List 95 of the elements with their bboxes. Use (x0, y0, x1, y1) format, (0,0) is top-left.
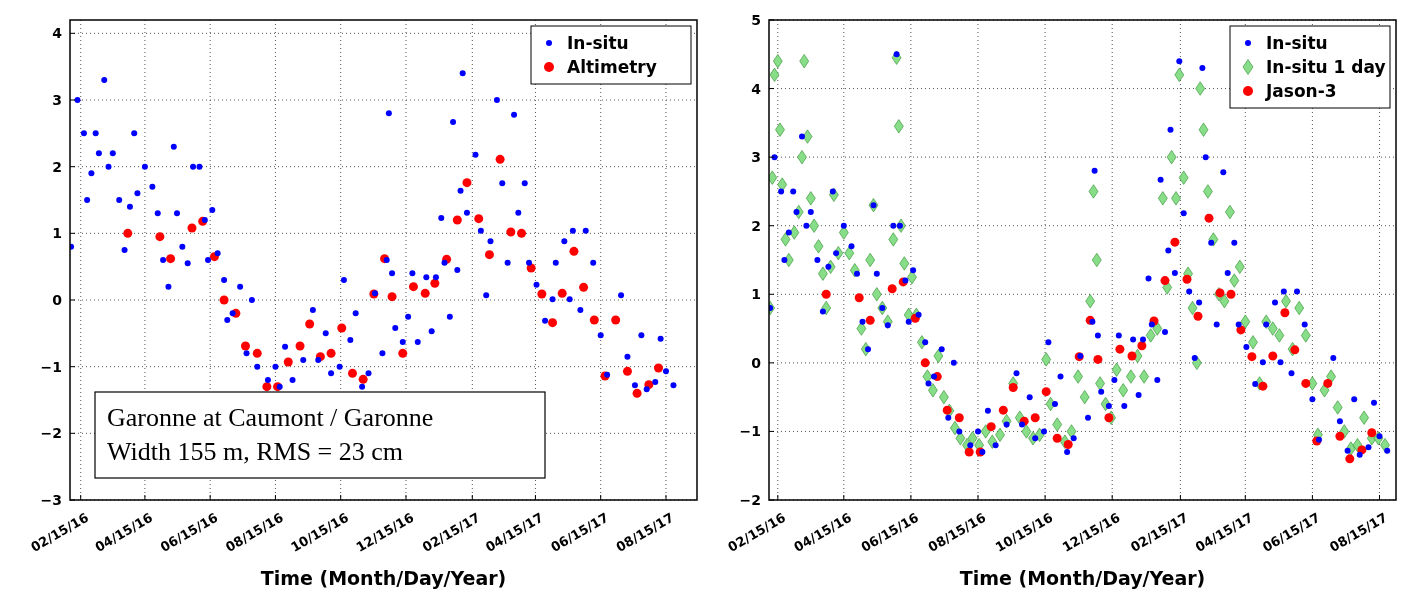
point (1127, 351, 1137, 361)
point (1204, 213, 1214, 223)
point (123, 228, 133, 238)
y-tick-label: 2 (751, 217, 761, 234)
point (1137, 341, 1147, 351)
point (954, 413, 964, 423)
y-tick-label: 2 (52, 158, 62, 175)
point (240, 341, 250, 351)
legend-label: In-situ (567, 33, 629, 53)
y-tick-label: 1 (52, 225, 62, 242)
legend-label: Jason-3 (1265, 81, 1337, 101)
point (1030, 413, 1040, 423)
point (964, 447, 974, 457)
point (462, 178, 472, 188)
point (166, 254, 176, 264)
point (1193, 311, 1203, 321)
point (589, 315, 599, 325)
point (1323, 378, 1333, 388)
point (537, 289, 547, 299)
point (1367, 428, 1377, 438)
point (252, 348, 262, 358)
x-axis-title: Time (Month/Day/Year) (260, 567, 507, 589)
point (821, 289, 831, 299)
point (506, 227, 516, 237)
y-tick-label: −2 (739, 492, 761, 508)
point (187, 223, 197, 233)
point (347, 368, 357, 378)
point (865, 315, 875, 325)
point (887, 284, 897, 294)
point (1052, 433, 1062, 443)
point (430, 278, 440, 288)
point (484, 250, 494, 260)
point (1041, 387, 1051, 397)
point (326, 348, 336, 358)
point (387, 292, 397, 302)
point (420, 288, 430, 298)
point (548, 318, 558, 328)
point (495, 154, 505, 164)
point (920, 358, 930, 368)
point (986, 422, 996, 432)
point (1215, 288, 1225, 298)
point (155, 232, 165, 242)
point (1258, 381, 1268, 391)
y-tick-label: −3 (40, 492, 62, 508)
point (611, 315, 621, 325)
y-tick-label: 5 (751, 12, 761, 28)
point (283, 357, 293, 367)
point (557, 288, 567, 298)
point (1268, 351, 1278, 361)
point (579, 282, 589, 292)
point (1280, 308, 1290, 318)
point (474, 214, 484, 224)
legend-label: In-situ (1266, 33, 1328, 53)
point (1345, 454, 1355, 464)
y-tick-label: 4 (751, 80, 762, 97)
point (1160, 276, 1170, 286)
annotation: Garonne at Caumont / Garonne (107, 403, 434, 432)
point (452, 215, 462, 225)
point (854, 293, 864, 303)
legend-label: Altimetry (567, 57, 657, 77)
y-tick-label: 1 (751, 286, 761, 303)
y-tick-label: 4 (52, 25, 63, 42)
point (1170, 237, 1180, 247)
point (1008, 383, 1018, 393)
point (358, 374, 368, 384)
point (408, 282, 418, 292)
point (622, 366, 632, 376)
x-axis-title: Time (Month/Day/Year) (959, 567, 1206, 589)
legend-label: In-situ 1 day (1266, 57, 1386, 77)
point (295, 341, 305, 351)
y-tick-label: 0 (52, 292, 63, 308)
y-tick-label: 0 (751, 354, 762, 371)
point (398, 348, 408, 358)
point (632, 388, 642, 398)
point (1182, 274, 1192, 284)
y-tick-label: −1 (40, 358, 62, 375)
point (1301, 378, 1311, 388)
y-tick-label: −1 (739, 423, 761, 440)
point (337, 323, 347, 333)
point (1115, 344, 1125, 354)
point (517, 228, 527, 238)
point (569, 246, 579, 256)
point (1063, 439, 1073, 449)
point (653, 363, 663, 373)
point (262, 382, 272, 392)
point (998, 405, 1008, 415)
point (1226, 289, 1236, 299)
y-tick-label: 3 (751, 149, 761, 166)
y-tick-label: −2 (40, 425, 62, 442)
point (1093, 354, 1103, 364)
point (305, 319, 315, 329)
y-tick-label: 3 (52, 92, 62, 108)
annotation: Width 155 m, RMS = 23 cm (107, 437, 404, 466)
point (1247, 352, 1257, 362)
point (219, 295, 229, 305)
